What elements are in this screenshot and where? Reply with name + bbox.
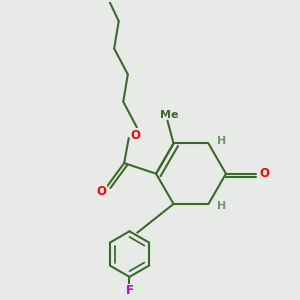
Text: H: H	[217, 136, 226, 146]
Text: O: O	[96, 185, 106, 198]
Text: O: O	[260, 167, 270, 180]
Text: H: H	[217, 201, 226, 212]
Text: Me: Me	[160, 110, 178, 120]
Text: F: F	[125, 284, 134, 297]
Text: O: O	[130, 129, 140, 142]
